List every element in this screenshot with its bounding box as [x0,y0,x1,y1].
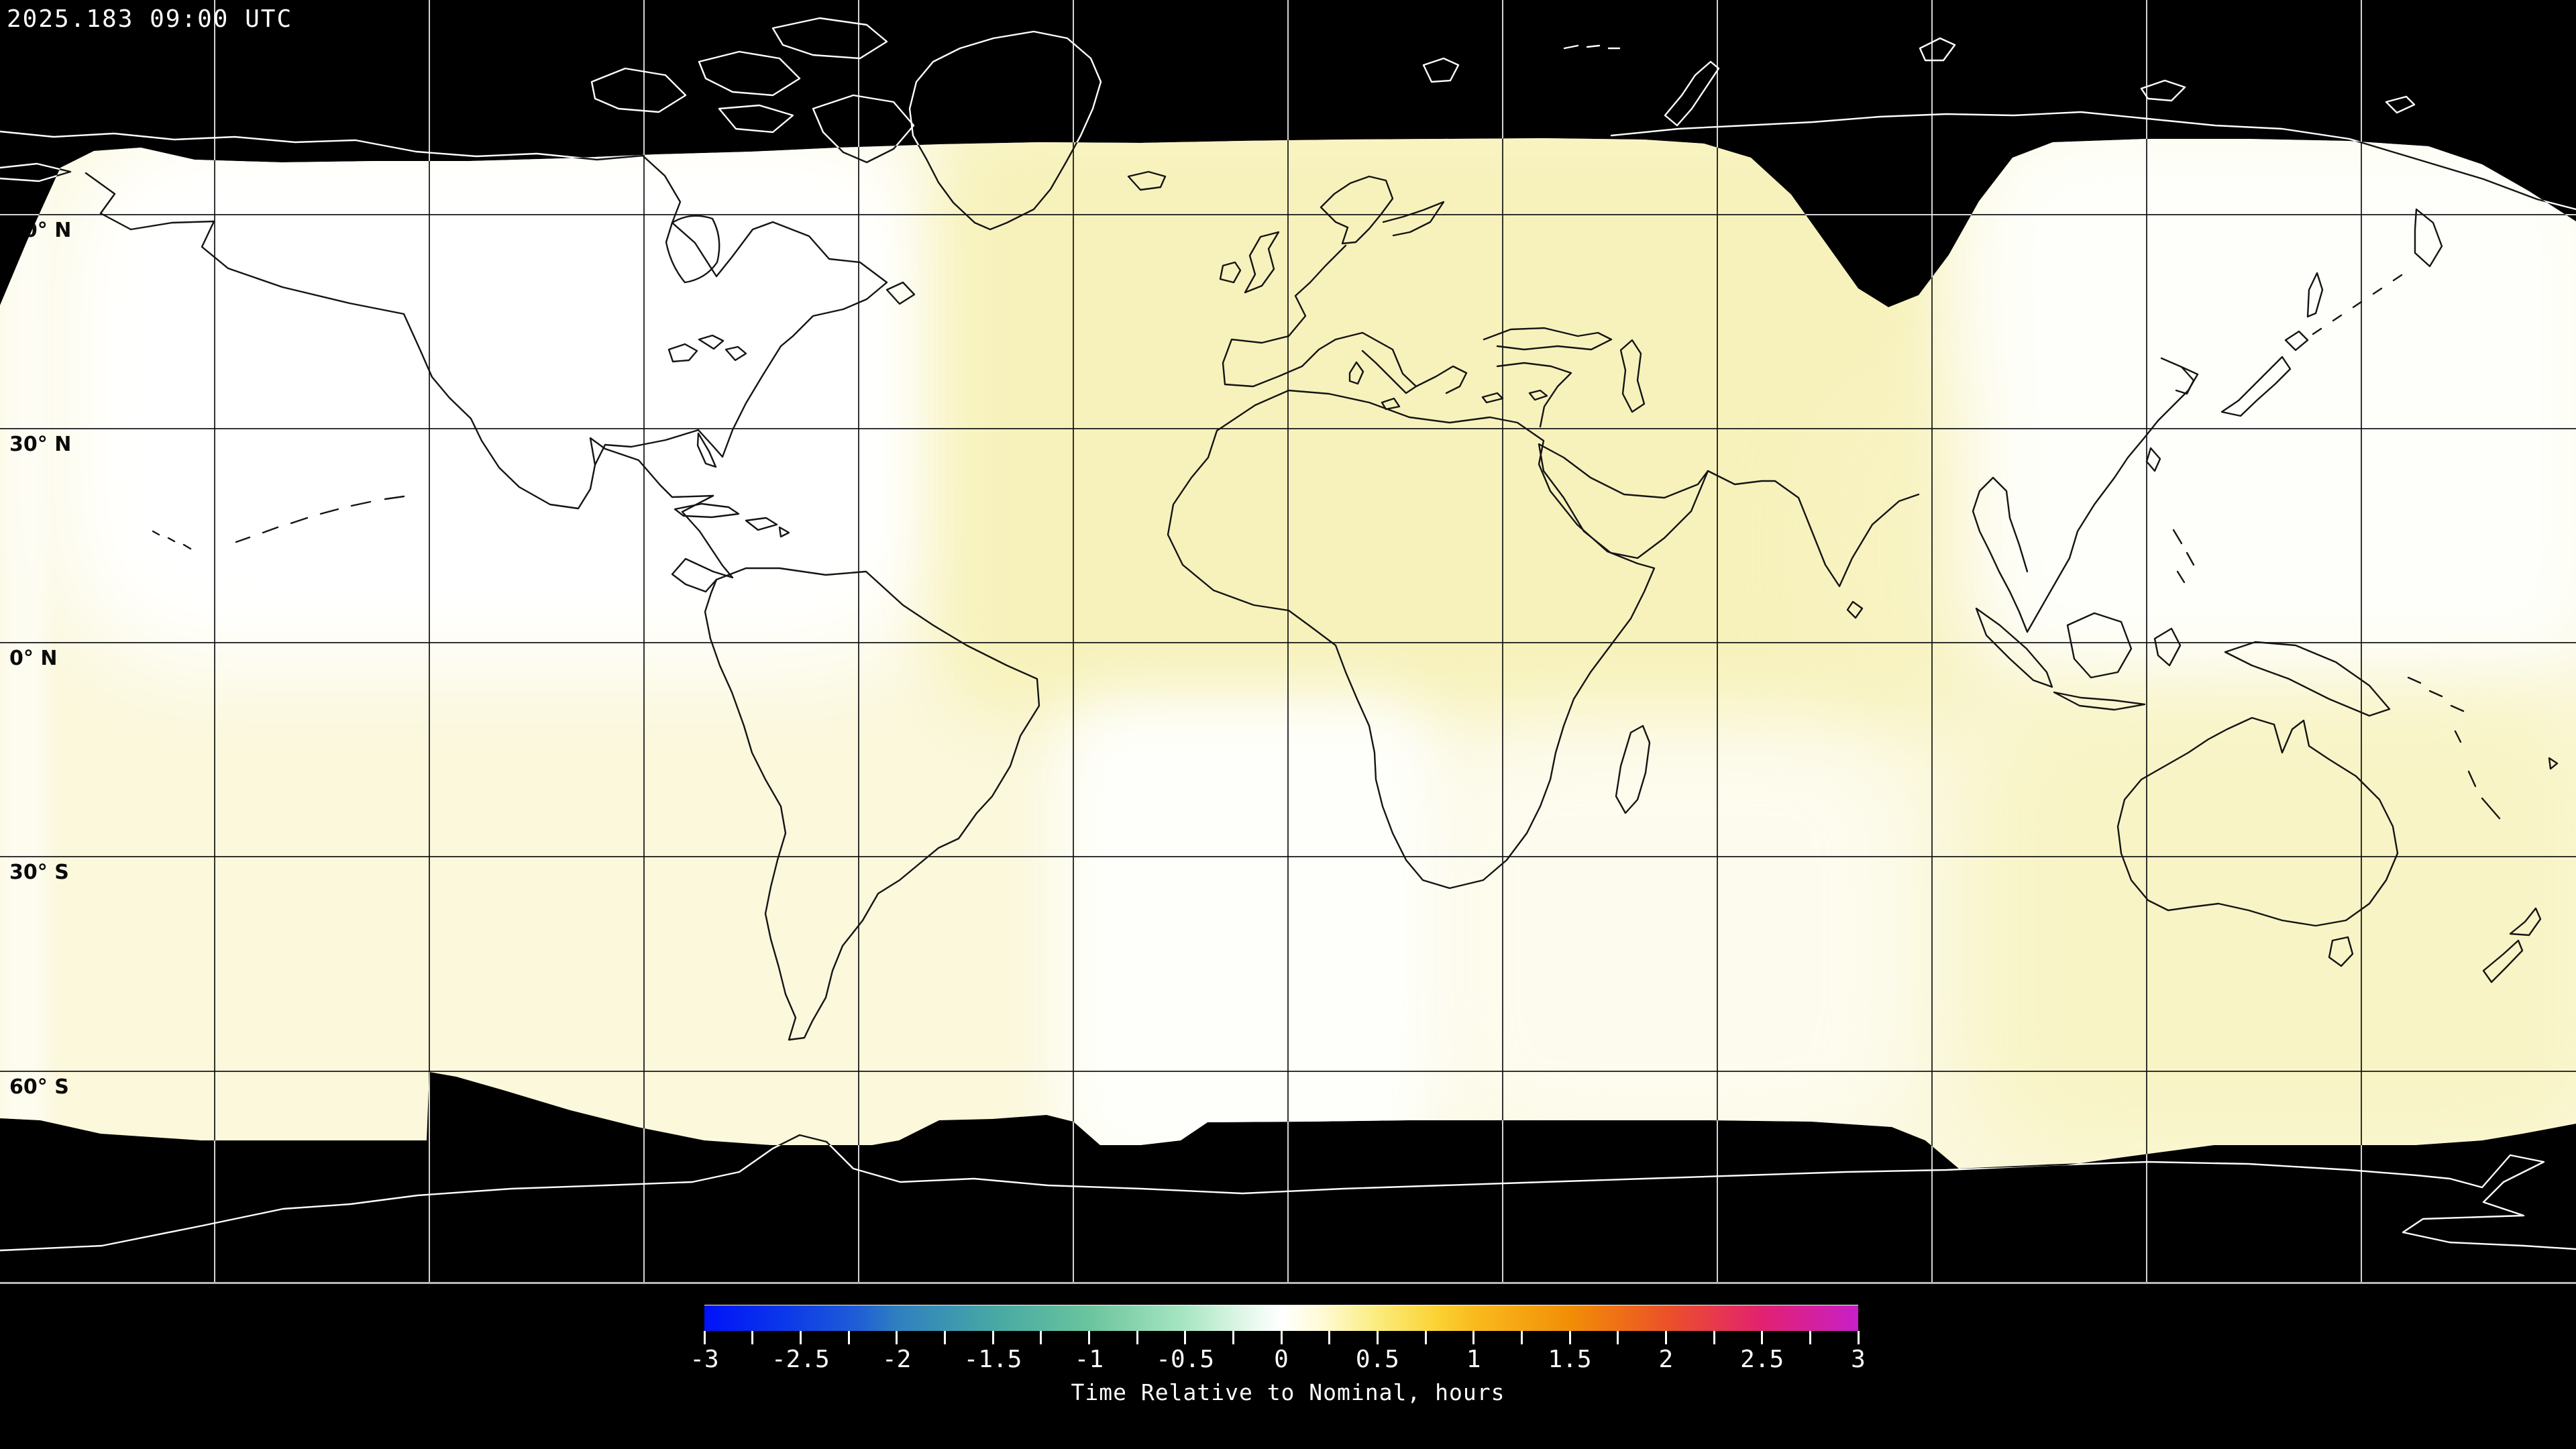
meridian-line [1073,138,1074,1169]
colorbar-tick-label: -1.5 [963,1346,1022,1373]
colorbar-tick [1328,1331,1331,1344]
colorbar-tick-label: 2 [1658,1346,1674,1373]
colorbar-tick [1424,1331,1427,1344]
world-map: 60° N 30° N 0° N 30° S 60° S 2025.183 09:00 … [0,0,2576,1285]
coastlines-data-black [0,138,2576,1169]
colorbar-tick-label: -3 [690,1346,719,1373]
tint-northeast-asia-white [1966,138,2576,691]
latitude-label: 30° S [9,861,69,884]
colorbar-tick [847,1331,850,1344]
colorbar-tick [799,1331,802,1344]
colorbar-tick [1713,1331,1715,1344]
tint-left-edge-strip [0,138,47,1134]
colorbar-tick [1568,1331,1571,1344]
colorbar-tick [751,1331,754,1344]
latitude-label: 60° S [9,1075,69,1099]
colorbar-tick-label: -0.5 [1156,1346,1214,1373]
parallel-line [0,1071,2576,1072]
tint-australia-yellow [1979,691,2576,1161]
meridian-line [643,138,645,1169]
colorbar-tick [1087,1331,1090,1344]
colorbar-tick [1664,1331,1667,1344]
colorbar-tick [1184,1331,1187,1344]
colorbar-gradient [704,1305,1858,1331]
colorbar-tick [1761,1331,1764,1344]
colorbar-caption: Time Relative to Nominal, hours [1071,1379,1505,1405]
colorbar-tick-label: 0 [1274,1346,1289,1373]
colorbar-tick [1136,1331,1138,1344]
latitude-label: 30° N [9,433,72,456]
colorbar-tick [943,1331,946,1344]
latitude-label: 0° N [9,647,58,670]
meridian-line [2146,138,2147,1169]
colorbar-tick-label: 2.5 [1740,1346,1784,1373]
tint-north-america-white [54,138,953,671]
colorbar-tick [703,1331,706,1344]
parallel-line [0,428,2576,429]
tint-south-indian-white [1429,724,1912,1154]
colorbar-tick [1472,1331,1475,1344]
colorbar-tick-label: -2.5 [771,1346,830,1373]
meridian-line [214,138,215,1169]
meridian-line [2361,138,2362,1169]
meridian-line [858,138,859,1169]
colorbar-tick [1857,1331,1860,1344]
parallel-line [0,856,2576,857]
meridian-line [1502,138,1503,1169]
colorbar-tick [1617,1331,1619,1344]
colorbar-tick [1520,1331,1523,1344]
colorbar-tick-label: 0.5 [1355,1346,1399,1373]
colorbar-tick [1040,1331,1042,1344]
meridian-line [1931,138,1933,1169]
meridian-line [1287,138,1289,1169]
timestamp-label: 2025.183 09:00 UTC [7,5,293,33]
colorbar-tick-label: 3 [1851,1346,1866,1373]
colorbar-tick [1232,1331,1234,1344]
meridian-line [1717,138,1718,1169]
colorbar-tick-label: 1.5 [1548,1346,1592,1373]
colorbar-tick-label: 1 [1466,1346,1481,1373]
meridian-line [429,138,430,1169]
colorbar-tick [1809,1331,1811,1344]
map-frame-bottom-border [0,1282,2576,1284]
parallel-line [0,214,2576,215]
colorbar-tick [991,1331,994,1344]
colorbar-tick-label: -2 [881,1346,912,1373]
colorbar-tick [896,1331,898,1344]
colorbar-tick [1280,1331,1283,1344]
parallel-line [0,642,2576,643]
colorbar-tick [1376,1331,1379,1344]
colorbar-tick-label: -1 [1074,1346,1104,1373]
data-swath-region: 60° N 30° N 0° N 30° S 60° S [0,138,2576,1169]
